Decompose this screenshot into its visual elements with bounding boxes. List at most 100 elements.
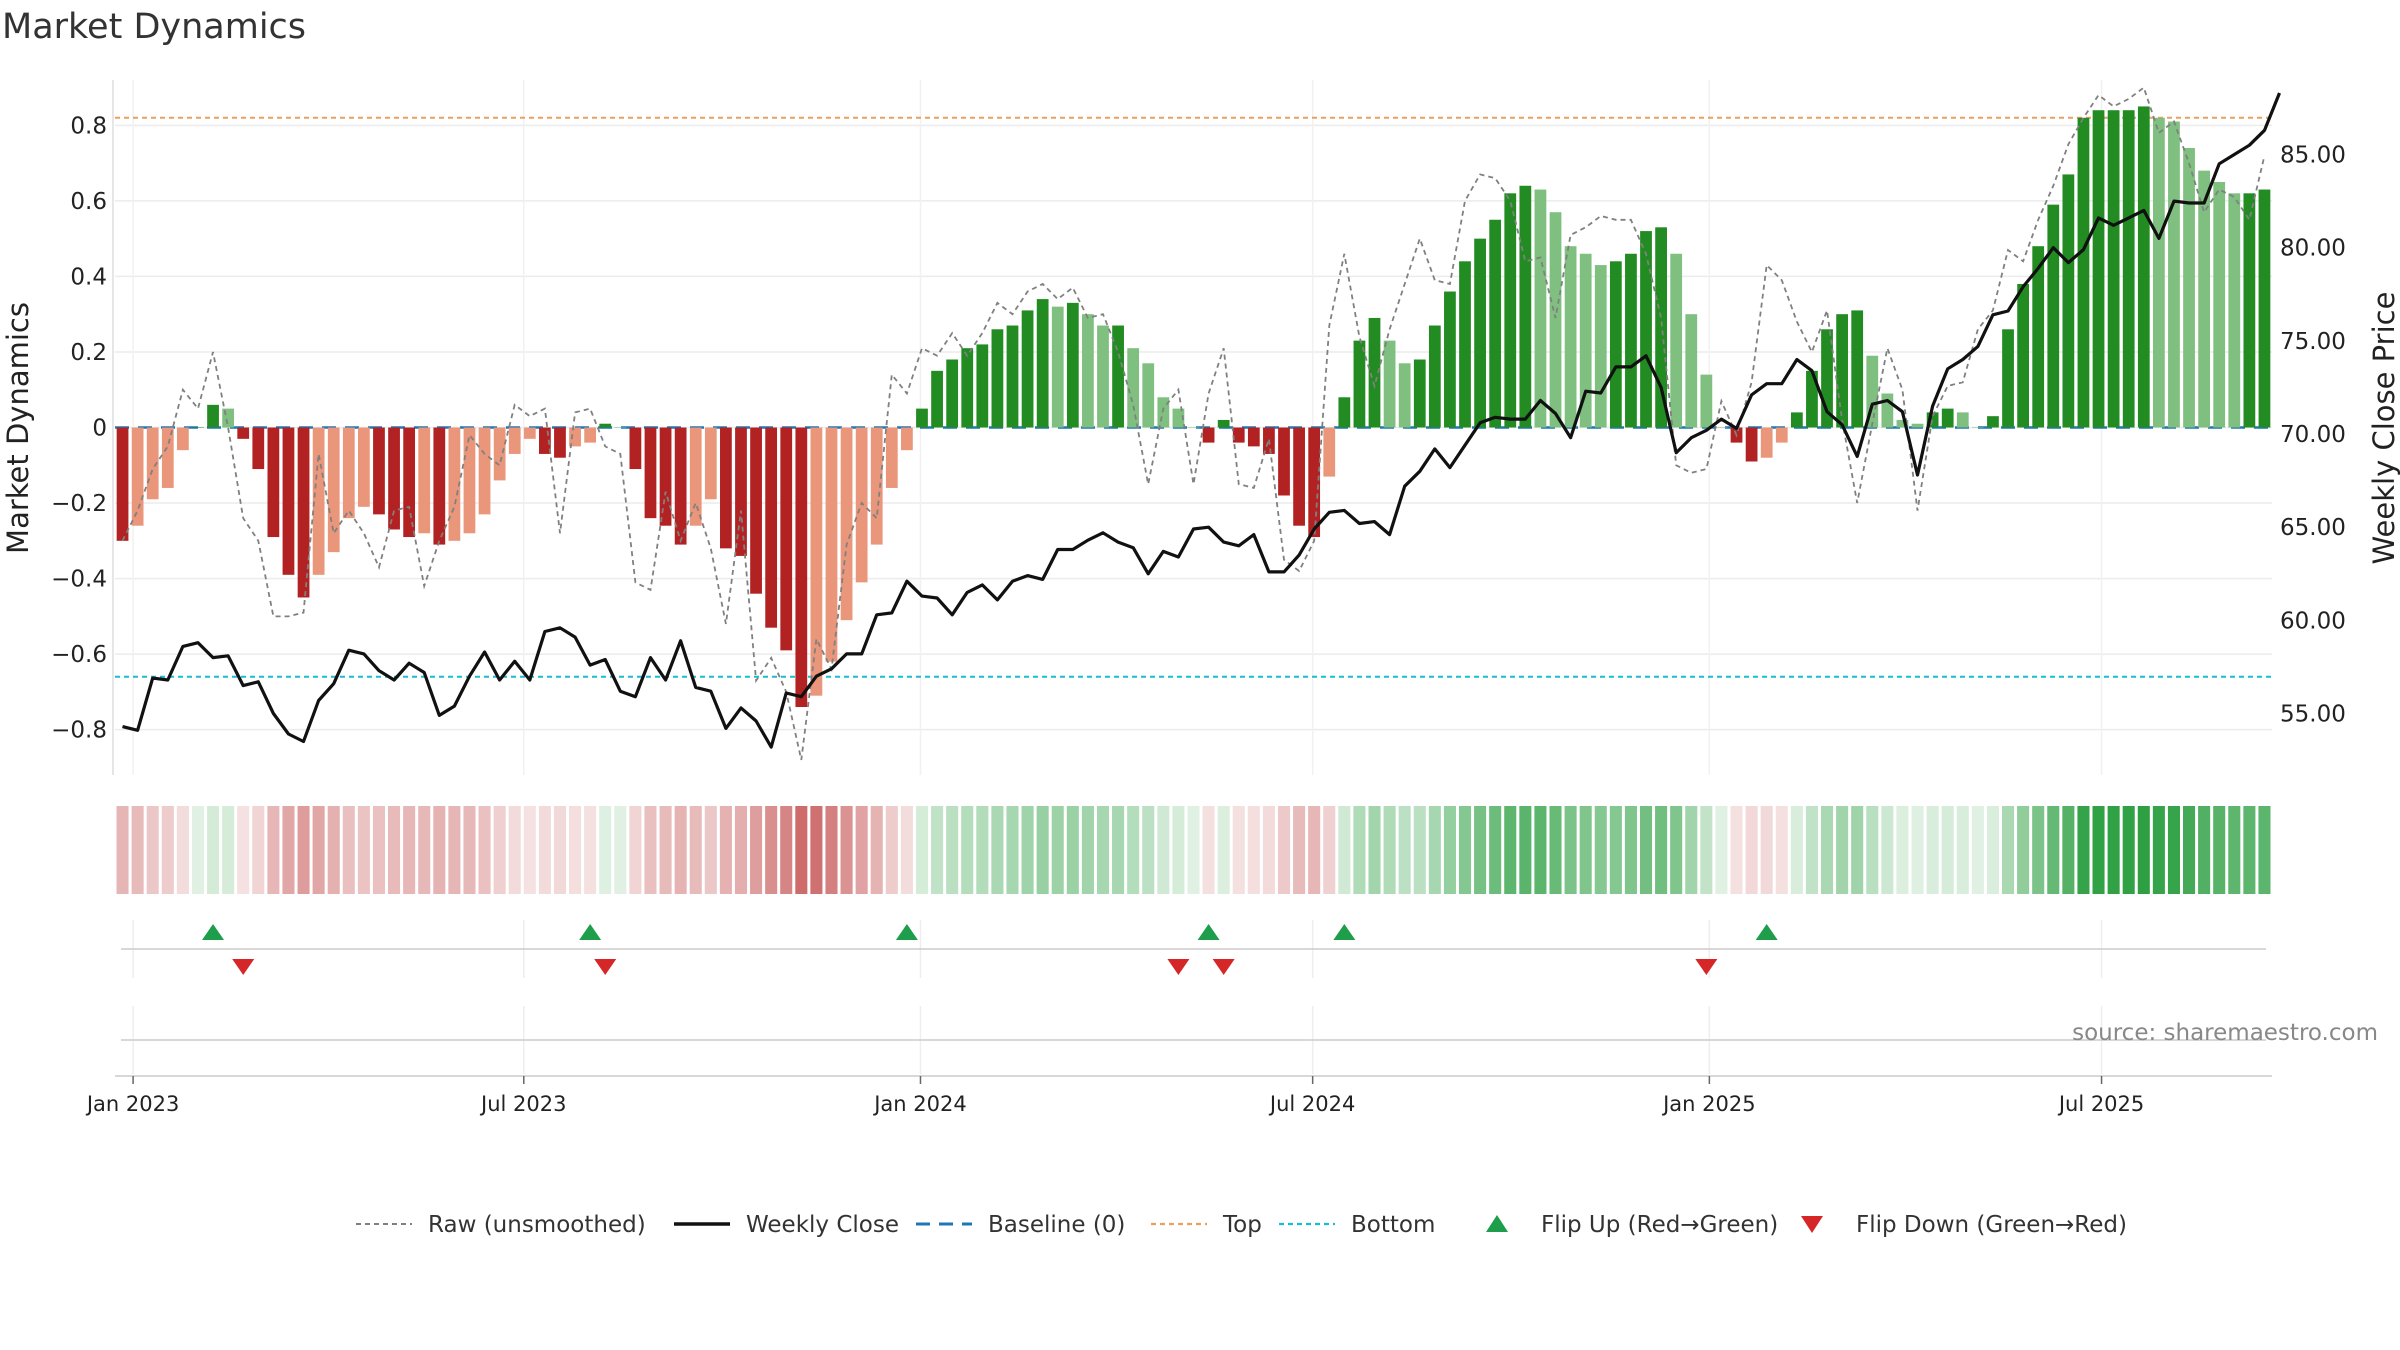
strip-cell-69 (1157, 806, 1170, 894)
bar-115 (1851, 310, 1864, 428)
bar-132 (2107, 110, 2120, 428)
strip-cell-122 (1956, 806, 1969, 894)
strip-cell-103 (1670, 806, 1683, 894)
y-axis-right: 85.00 80.00 75.00 70.00 65.00 60.00 55.00 (2280, 143, 2346, 728)
legend-item-flip_down: Flip Down (Green→Red) (1801, 1212, 2127, 1238)
flip-up-marker-5 (1755, 924, 1778, 940)
bar-12 (297, 427, 310, 598)
strip-cell-106 (1715, 806, 1728, 894)
strip-cell-46 (810, 806, 823, 894)
strip-cell-23 (463, 806, 476, 894)
strip-cell-109 (1760, 806, 1773, 894)
bar-139 (2213, 181, 2226, 428)
bar-73 (1217, 419, 1230, 428)
strip-cell-90 (1474, 806, 1487, 894)
bar-18 (388, 427, 400, 530)
bar-7 (222, 408, 235, 428)
strip-cell-53 (915, 806, 929, 894)
bar-85 (1398, 363, 1411, 428)
strip-cell-1 (131, 806, 144, 894)
chart-title: Market Dynamics (2, 7, 306, 47)
bar-77 (1278, 427, 1290, 496)
bar-99 (1609, 261, 1622, 428)
strip-cell-61 (1036, 806, 1049, 894)
bar-57 (976, 344, 989, 428)
bar-95 (1549, 212, 1562, 428)
bar-58 (991, 329, 1004, 428)
bar-90 (1474, 238, 1486, 428)
strip-cell-60 (1021, 806, 1034, 894)
strip-cell-142 (2258, 806, 2271, 894)
flip-down-marker-4 (1695, 959, 1718, 975)
legend: Raw (unsmoothed) Weekly Close Baseline (0)… (356, 1212, 2127, 1238)
y-axis-left: 0.8 0.6 0.4 0.2 0 −0.2 −0.4 −0.6 −0.8 (51, 80, 114, 775)
flip-down-marker-3 (1212, 959, 1235, 975)
strip-cell-87 (1428, 806, 1441, 894)
bar-3 (161, 427, 174, 488)
bar-121 (1941, 408, 1954, 428)
strip-cell-126 (2017, 806, 2030, 894)
strip-cell-96 (1564, 806, 1577, 894)
bar-104 (1685, 314, 1698, 428)
strip-cell-127 (2032, 806, 2045, 894)
bar-68 (1142, 363, 1155, 428)
strip-cell-16 (357, 806, 370, 894)
bar-54 (931, 370, 943, 428)
bar-126 (2017, 283, 2029, 428)
strip-cell-125 (2001, 806, 2015, 894)
strip-cell-68 (1142, 806, 1155, 894)
bar-53 (916, 408, 928, 428)
strip-cell-26 (508, 806, 521, 894)
bar-52 (901, 427, 913, 451)
strip-cell-85 (1398, 806, 1411, 894)
strip-cell-37 (674, 806, 687, 894)
legend-item-close: Weekly Close (674, 1212, 899, 1238)
strip-cell-102 (1655, 806, 1668, 894)
bar-60 (1021, 310, 1034, 428)
bar-102 (1655, 227, 1667, 428)
strip-cell-28 (538, 806, 551, 894)
strip-cell-130 (2077, 806, 2090, 894)
bar-130 (2077, 117, 2090, 428)
bar-9 (252, 427, 265, 470)
y2-tick-label-0: 85.00 (2280, 143, 2346, 169)
bar-133 (2122, 110, 2135, 428)
strip-cell-124 (1986, 806, 1999, 894)
bar-128 (2047, 204, 2060, 428)
bar-80 (1323, 427, 1336, 477)
strip-cell-18 (388, 806, 401, 894)
strip-cell-134 (2137, 806, 2150, 894)
bar-101 (1640, 231, 1652, 428)
bar-71 (1187, 427, 1200, 428)
x-tick-label-5: Jul 2025 (2057, 1092, 2144, 1116)
x-tick-label-3: Jul 2024 (1268, 1092, 1355, 1116)
strip-cell-50 (870, 806, 883, 894)
strip-cell-76 (1262, 806, 1275, 894)
strip-cell-66 (1112, 806, 1125, 894)
strip-cell-27 (523, 806, 536, 894)
bar-116 (1866, 355, 1879, 428)
bar-27 (523, 427, 536, 439)
strip-cell-70 (1172, 806, 1185, 894)
strip-cell-114 (1836, 806, 1849, 894)
bar-78 (1293, 427, 1305, 526)
bar-30 (569, 427, 581, 447)
strip-cell-36 (659, 806, 672, 894)
y2-tick-label-3: 70.00 (2280, 422, 2346, 448)
regime-strip (116, 806, 2271, 894)
strip-cell-115 (1851, 806, 1864, 894)
strip-cell-88 (1443, 806, 1456, 894)
bar-70 (1172, 408, 1185, 428)
bar-87 (1428, 325, 1441, 428)
bar-114 (1836, 314, 1848, 428)
bar-63 (1066, 302, 1079, 428)
strip-cell-6 (207, 806, 220, 894)
strip-cell-14 (327, 806, 340, 894)
bar-141 (2243, 193, 2256, 428)
strip-cell-15 (342, 806, 355, 894)
bar-20 (418, 427, 431, 534)
bar-86 (1413, 359, 1426, 428)
y2-tick-label-1: 80.00 (2280, 236, 2346, 262)
y-axis-label: Market Dynamics (1, 302, 35, 554)
bar-6 (207, 404, 219, 428)
